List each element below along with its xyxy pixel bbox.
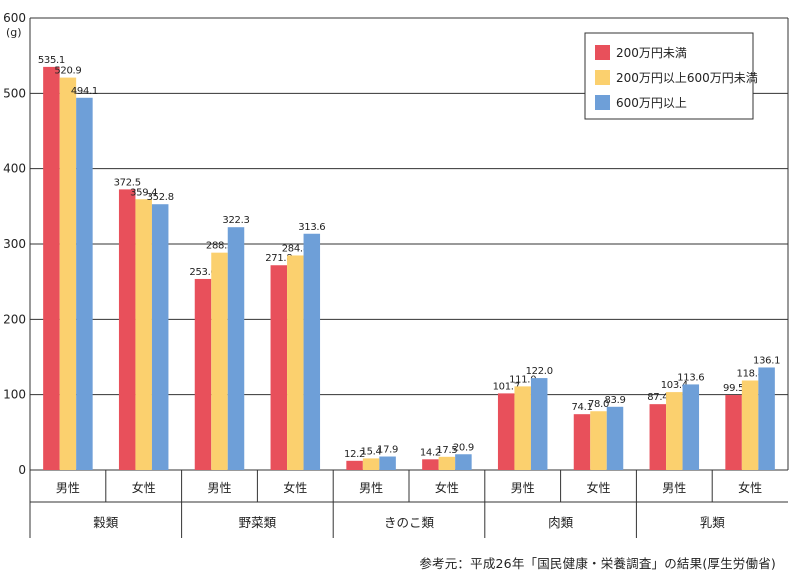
bar [438,456,456,470]
x-sub-label: 男性 [359,481,383,495]
data-label: 352.8 [147,192,174,203]
x-sub-label: 女性 [586,480,610,495]
legend-swatch [595,70,610,85]
y-tick-label: 300 [3,237,26,251]
data-label: 313.6 [298,222,325,233]
y-unit-label: (g) [6,26,22,39]
legend-swatch [595,45,610,60]
bar [43,66,60,471]
y-tick-label: 100 [3,388,26,402]
x-sub-label: 男性 [207,481,231,495]
data-label: 99.5 [723,383,744,394]
data-label: 122.0 [526,366,553,377]
bar [666,392,683,470]
bar [287,255,304,470]
y-tick-label: 0 [18,463,26,477]
y-tick-label: 200 [3,312,26,326]
bar [76,97,93,470]
bar [151,204,169,470]
bar [514,386,531,470]
bar [682,384,700,470]
data-label: 17.9 [377,445,398,456]
data-label: 520.9 [54,66,81,77]
data-label: 494.1 [71,86,98,97]
data-label: 12.2 [344,449,365,460]
legend-label: 600万円以上 [616,96,687,110]
data-label: 78.0 [588,399,609,410]
bar [741,380,759,470]
bar [211,252,228,470]
x-sub-label: 女性 [738,480,762,495]
bar [422,459,439,470]
bar [758,367,775,470]
bar [227,227,245,470]
data-label: 103.4 [661,380,688,391]
data-label: 74.1 [571,402,592,413]
x-sub-label: 男性 [56,481,80,495]
data-label: 288.5 [206,241,233,252]
bar [303,233,321,470]
data-label: 20.9 [453,442,474,453]
data-label: 271.8 [265,253,292,264]
x-sub-label: 女性 [435,480,459,495]
data-label: 113.6 [677,372,704,383]
source-note: 参考元：平成26年「国民健康・栄養調査」の結果(厚生労働省) [419,556,776,571]
x-group-label: きのこ類 [384,515,435,530]
x-sub-label: 男性 [662,481,686,495]
data-label: 14.2 [420,447,441,458]
data-label: 118.8 [737,369,764,380]
bar [649,404,667,470]
x-group-label: 穀類 [93,515,119,530]
x-group-label: 肉類 [548,515,574,530]
bar [194,278,212,470]
data-label: 87.4 [647,392,668,403]
data-label: 253.6 [189,267,216,278]
legend-swatch [595,95,610,110]
bar [59,77,77,470]
x-sub-label: 男性 [511,481,535,495]
data-label: 136.1 [753,355,780,366]
bar [135,199,152,470]
data-label: 83.9 [604,395,625,406]
legend-label: 200万円以上600万円未満 [616,71,758,85]
data-label: 17.5 [436,445,457,456]
data-label: 284.8 [282,243,309,254]
data-label: 322.3 [222,215,249,226]
data-label: 111.0 [509,374,536,385]
x-sub-label: 女性 [132,480,156,495]
y-tick-label: 500 [3,86,26,100]
bar [573,414,591,470]
bar [362,458,380,470]
x-group-label: 乳類 [700,515,726,530]
bar [497,393,515,470]
y-tick-label: 600 [3,11,26,25]
bar [725,395,742,470]
bar [270,265,288,470]
bar [379,456,396,470]
data-label: 359.4 [130,187,157,198]
bar [606,406,624,470]
bar [346,460,363,470]
legend-label: 200万円未満 [616,46,687,60]
data-label: 535.1 [38,55,65,66]
legend-box [584,32,754,120]
bar [530,378,548,470]
data-label: 15.4 [361,446,382,457]
bar [118,189,136,470]
y-tick-label: 400 [3,162,26,176]
data-label: 372.5 [114,177,141,188]
bar [455,454,472,470]
x-sub-label: 女性 [283,480,307,495]
bar [590,411,607,470]
x-group-label: 野菜類 [239,515,277,530]
data-label: 101.7 [493,381,520,392]
